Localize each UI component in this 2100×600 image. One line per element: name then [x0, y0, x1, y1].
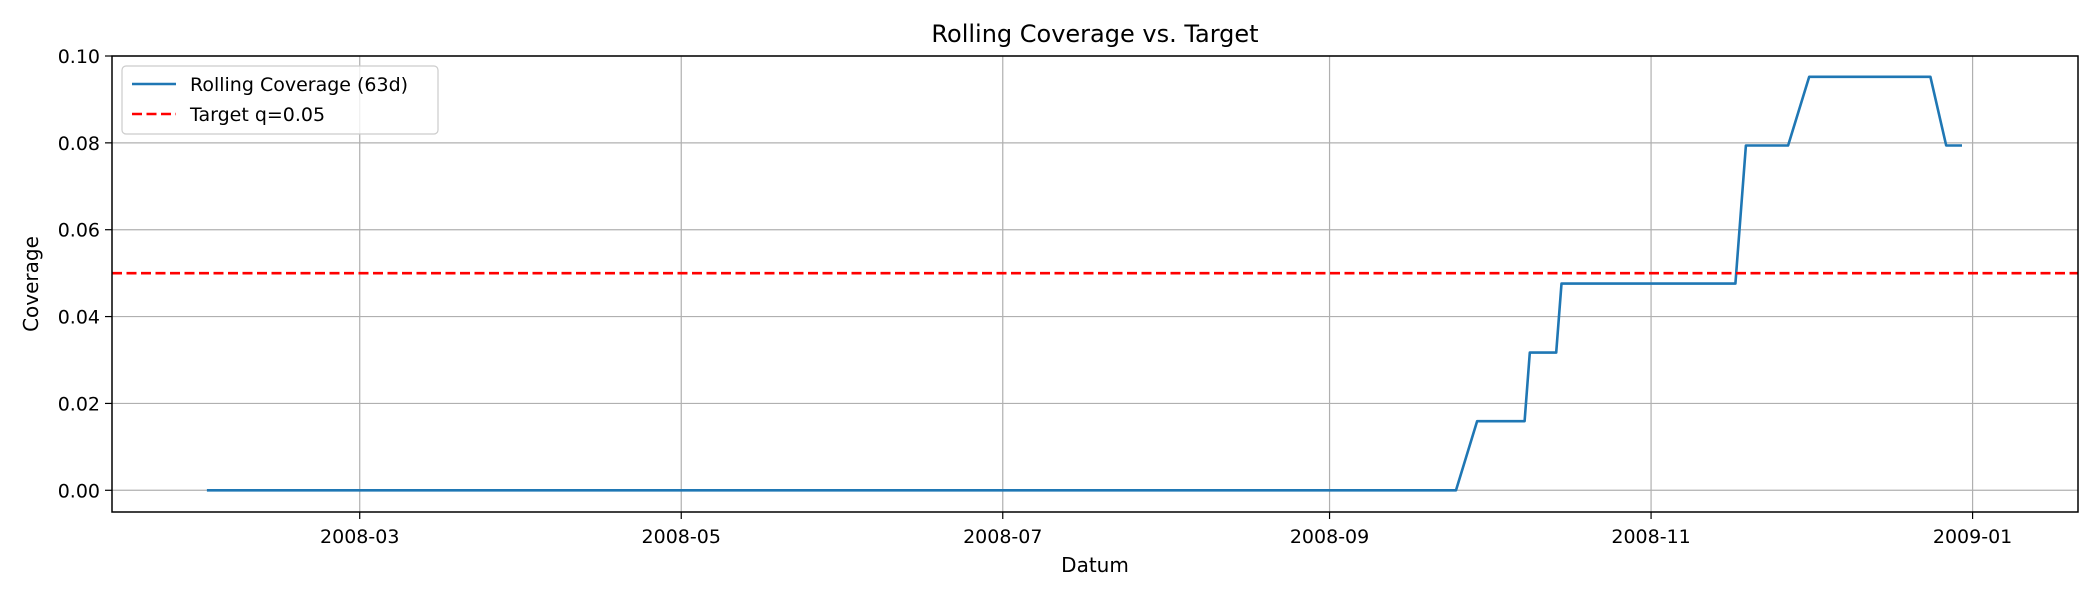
axis-ticks: 2008-03 2008-05 2008-07 2008-09 2008-11 2009-…	[58, 46, 2013, 548]
x-tick-label: 2008-03	[320, 526, 399, 548]
chart-title: Rolling Coverage vs. Target	[931, 20, 1258, 48]
x-axis-label: Datum	[1061, 553, 1129, 577]
y-tick-label: 0.00	[58, 480, 100, 502]
y-axis-label: Coverage	[19, 236, 43, 332]
legend: Rolling Coverage (63d) Target q=0.05	[121, 65, 439, 135]
series-line-rolling-coverage	[206, 75, 1962, 492]
legend-label-rolling-coverage: Rolling Coverage (63d)	[190, 74, 408, 96]
y-tick-label: 0.02	[58, 393, 100, 415]
legend-box	[121, 65, 439, 135]
y-tick-label: 0.04	[58, 307, 100, 329]
x-tick-label: 2008-09	[1290, 526, 1369, 548]
y-tick-label: 0.10	[58, 46, 100, 68]
y-tick-label: 0.08	[58, 133, 100, 155]
plot-series	[112, 75, 2078, 492]
y-tick-label: 0.06	[58, 220, 100, 242]
x-tick-label: 2008-05	[642, 526, 721, 548]
legend-label-target: Target q=0.05	[189, 104, 325, 126]
x-tick-label: 2009-01	[1933, 526, 2012, 548]
x-tick-label: 2008-07	[963, 526, 1042, 548]
x-tick-label: 2008-11	[1611, 526, 1690, 548]
plot-frame	[111, 55, 2079, 513]
